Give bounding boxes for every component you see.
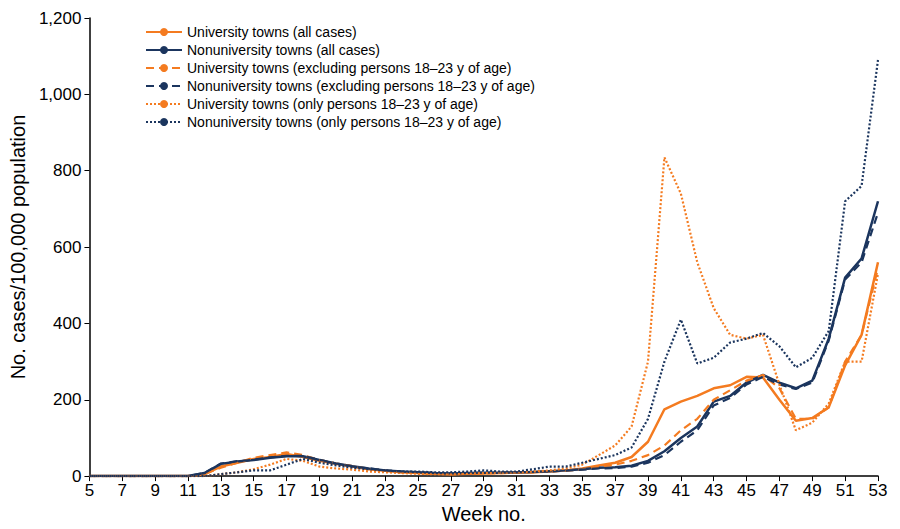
svg-text:Week no.: Week no. [442,503,526,525]
svg-text:21: 21 [343,481,362,500]
svg-text:41: 41 [671,481,690,500]
svg-text:No. cases/100,000 population: No. cases/100,000 population [7,115,29,380]
svg-text:University towns (excluding pe: University towns (excluding persons 18–2… [187,60,512,76]
svg-text:23: 23 [376,481,395,500]
svg-text:11: 11 [179,481,197,500]
svg-text:51: 51 [836,481,855,500]
svg-text:13: 13 [211,481,230,500]
svg-text:37: 37 [606,481,625,500]
svg-text:25: 25 [409,481,428,500]
svg-text:Nonuniversity towns (all cases: Nonuniversity towns (all cases) [187,42,380,58]
svg-text:5: 5 [85,481,94,500]
svg-text:200: 200 [53,390,81,409]
svg-text:800: 800 [53,161,81,180]
svg-text:1,000: 1,000 [39,85,82,104]
svg-text:35: 35 [573,481,592,500]
svg-text:Nonuniversity towns (only pers: Nonuniversity towns (only persons 18–23 … [187,114,501,130]
svg-text:0: 0 [72,467,81,486]
svg-text:33: 33 [540,481,559,500]
svg-text:43: 43 [704,481,723,500]
svg-text:University towns (all cases): University towns (all cases) [187,24,357,40]
svg-text:Nonuniversity towns (excluding: Nonuniversity towns (excluding persons 1… [187,78,535,94]
svg-text:19: 19 [310,481,329,500]
svg-text:15: 15 [244,481,263,500]
svg-text:49: 49 [803,481,822,500]
svg-text:17: 17 [277,481,296,500]
svg-text:31: 31 [507,481,526,500]
svg-text:45: 45 [737,481,756,500]
svg-text:400: 400 [53,314,81,333]
svg-text:53: 53 [869,481,888,500]
svg-text:27: 27 [441,481,460,500]
svg-text:39: 39 [639,481,658,500]
svg-text:47: 47 [770,481,789,500]
svg-text:29: 29 [474,481,493,500]
svg-text:7: 7 [118,481,127,500]
svg-text:University towns (only persons: University towns (only persons 18–23 y o… [187,96,478,112]
svg-text:9: 9 [150,481,159,500]
svg-text:1,200: 1,200 [39,9,82,28]
svg-text:600: 600 [53,238,81,257]
